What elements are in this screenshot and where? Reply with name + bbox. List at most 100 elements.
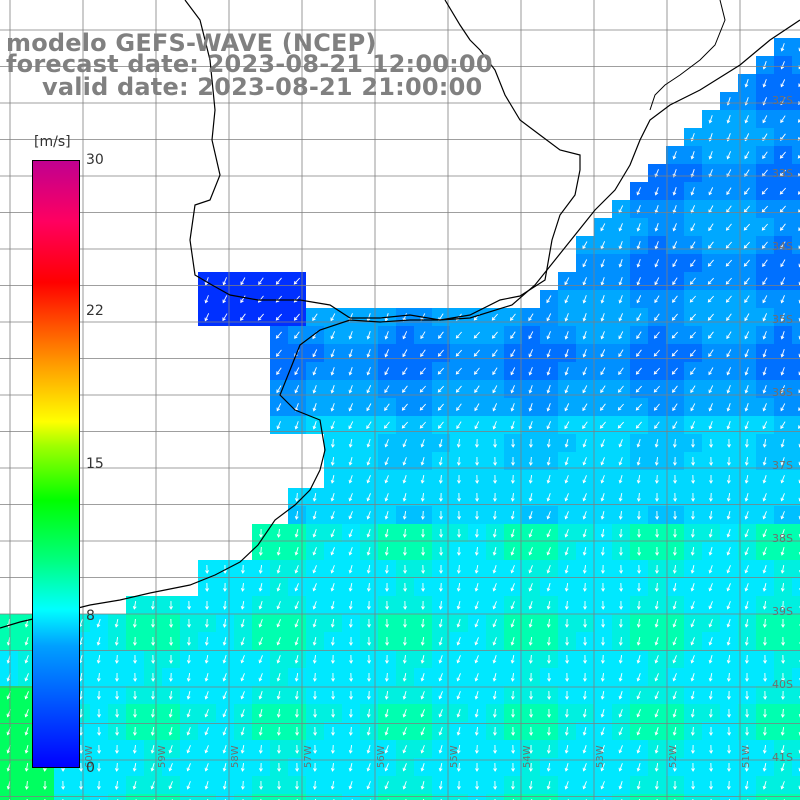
wind-arrow bbox=[511, 708, 515, 718]
wind-arrow bbox=[366, 457, 371, 466]
wind-arrow bbox=[474, 528, 479, 538]
wind-arrow bbox=[636, 780, 641, 790]
wind-cell bbox=[792, 524, 800, 542]
wind-arrow bbox=[600, 457, 605, 466]
wind-arrow bbox=[635, 367, 642, 375]
wind-arrow bbox=[384, 403, 390, 411]
wind-arrow bbox=[726, 367, 732, 376]
wind-arrow bbox=[727, 762, 731, 772]
wind-arrow bbox=[744, 547, 749, 556]
wind-cell bbox=[576, 794, 594, 800]
wind-arrow bbox=[258, 546, 263, 556]
wind-arrow bbox=[312, 403, 317, 412]
wind-arrow bbox=[186, 781, 191, 790]
wind-arrow bbox=[402, 475, 407, 484]
wind-arrow bbox=[709, 780, 713, 790]
lat-label: 40S bbox=[772, 678, 793, 691]
wind-arrow bbox=[762, 349, 767, 358]
wind-arrow bbox=[474, 708, 479, 718]
wind-arrow bbox=[349, 636, 353, 646]
wind-arrow bbox=[600, 277, 605, 286]
wind-arrow bbox=[456, 637, 461, 646]
wind-arrow bbox=[457, 546, 461, 556]
wind-arrow bbox=[384, 745, 389, 754]
wind-arrow bbox=[475, 474, 479, 484]
wind-arrow bbox=[600, 727, 605, 736]
wind-arrow bbox=[654, 727, 659, 736]
wind-arrow bbox=[438, 582, 443, 592]
wind-arrow bbox=[439, 492, 443, 502]
wind-arrow bbox=[636, 727, 641, 736]
wind-arrow bbox=[528, 421, 533, 430]
wind-arrow bbox=[726, 187, 732, 196]
wind-arrow bbox=[636, 745, 641, 754]
wind-cell bbox=[666, 794, 684, 800]
wind-arrow bbox=[635, 403, 643, 411]
wind-arrow bbox=[636, 259, 641, 268]
forecast-date: forecast date: 2023-08-21 12:00:00 bbox=[6, 50, 493, 78]
wind-arrow bbox=[763, 672, 767, 682]
wind-arrow bbox=[402, 709, 407, 718]
wind-cell bbox=[792, 506, 800, 524]
wind-arrow bbox=[402, 781, 407, 790]
wind-arrow bbox=[421, 564, 425, 574]
wind-arrow bbox=[510, 492, 515, 502]
wind-arrow bbox=[708, 187, 714, 196]
wind-arrow bbox=[564, 781, 569, 790]
wind-arrow bbox=[510, 654, 515, 664]
wind-arrow bbox=[762, 744, 767, 754]
wind-arrow bbox=[385, 582, 389, 592]
wind-arrow bbox=[744, 636, 749, 646]
wind-arrow bbox=[421, 582, 425, 592]
wind-arrow bbox=[258, 583, 263, 592]
wind-arrow bbox=[672, 403, 678, 412]
wind-arrow bbox=[582, 259, 588, 268]
wind-arrow bbox=[204, 781, 209, 790]
wind-arrow bbox=[204, 763, 209, 772]
wind-arrow bbox=[132, 618, 137, 628]
wind-arrow bbox=[402, 636, 407, 646]
wind-arrow bbox=[240, 727, 245, 736]
wind-arrow bbox=[402, 745, 407, 754]
wind-arrow bbox=[635, 385, 642, 393]
wind-arrow bbox=[564, 385, 569, 394]
wind-arrow bbox=[691, 456, 695, 466]
wind-arrow bbox=[744, 601, 749, 610]
wind-arrow bbox=[240, 673, 245, 682]
wind-arrow bbox=[295, 708, 299, 718]
wind-arrow bbox=[419, 385, 426, 393]
wind-arrow bbox=[348, 744, 353, 754]
wind-arrow bbox=[294, 672, 299, 682]
wind-arrow bbox=[744, 511, 749, 520]
wind-arrow bbox=[492, 547, 497, 556]
wind-arrow bbox=[402, 510, 407, 520]
wind-arrow bbox=[403, 618, 407, 628]
wind-arrow bbox=[222, 727, 227, 736]
wind-arrow bbox=[205, 582, 209, 592]
wind-arrow bbox=[493, 780, 497, 790]
wind-arrow bbox=[223, 582, 227, 592]
wind-arrow bbox=[637, 528, 641, 538]
wind-arrow bbox=[133, 654, 137, 664]
wind-arrow bbox=[96, 654, 101, 664]
wind-arrow bbox=[654, 277, 660, 286]
wind-arrow bbox=[636, 313, 642, 322]
wind-arrow bbox=[619, 546, 623, 556]
wind-arrow bbox=[636, 331, 642, 340]
wind-arrow bbox=[258, 673, 263, 682]
wind-arrow bbox=[546, 511, 551, 520]
wind-arrow bbox=[348, 511, 353, 520]
wind-arrow bbox=[330, 511, 335, 520]
wind-cell bbox=[18, 794, 36, 800]
wind-arrow bbox=[276, 565, 281, 574]
wind-arrow bbox=[348, 438, 353, 448]
wind-arrow bbox=[331, 672, 335, 682]
wind-arrow bbox=[258, 655, 263, 664]
wind-arrow bbox=[277, 762, 281, 772]
wind-arrow bbox=[204, 277, 209, 286]
lat-label: 36S bbox=[772, 386, 793, 399]
wind-cell bbox=[792, 236, 800, 254]
wind-arrow bbox=[672, 223, 677, 232]
wind-arrow bbox=[293, 277, 301, 285]
wind-arrow bbox=[744, 456, 749, 466]
